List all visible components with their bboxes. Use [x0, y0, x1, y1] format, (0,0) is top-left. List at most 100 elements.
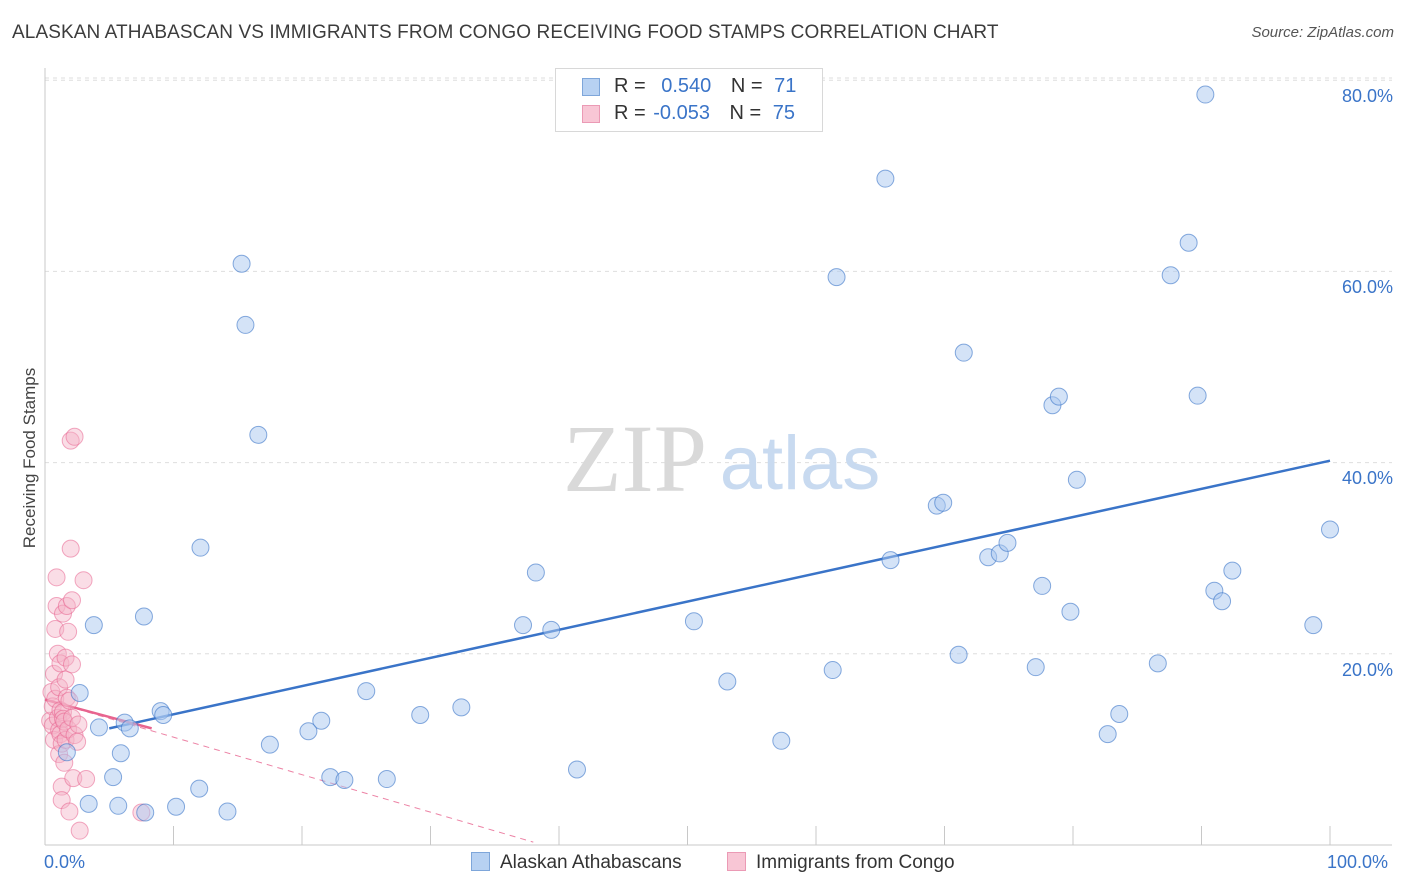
- athabascan-point: [191, 538, 210, 557]
- athabascan-point: [84, 616, 103, 635]
- congo-point: [65, 427, 84, 446]
- athabascan-point: [190, 779, 209, 798]
- y-tick-label-20: 20.0%: [1341, 660, 1393, 680]
- y-tick-label-60: 60.0%: [1341, 277, 1393, 297]
- athabascan-point: [236, 315, 255, 334]
- athabascan-point: [1321, 520, 1339, 539]
- athabascan-point: [232, 254, 251, 273]
- athabascan-point: [1188, 386, 1207, 405]
- congo-point: [47, 568, 66, 587]
- congo-point: [74, 571, 93, 590]
- athabascan-point: [1148, 654, 1167, 673]
- athabascan-point: [260, 735, 279, 754]
- athabascan-point: [104, 768, 123, 787]
- athabascan-point: [299, 722, 318, 741]
- athabascan-point: [357, 682, 376, 701]
- athabascan-point: [1213, 592, 1232, 611]
- congo-point: [77, 770, 96, 789]
- congo-point: [50, 678, 69, 697]
- athabascan-point: [249, 425, 268, 444]
- athabascan-point: [542, 620, 561, 639]
- athabascan-point: [1049, 387, 1068, 406]
- watermark: ZIP atlas: [563, 405, 880, 512]
- congo-point: [62, 591, 81, 610]
- athabascan-point: [1161, 266, 1180, 285]
- athabascan-point: [1026, 658, 1045, 677]
- y-tick-label-40: 40.0%: [1341, 468, 1393, 488]
- legend-n-label-1: N =: [730, 75, 763, 97]
- legend-r-value-1: 0.540: [661, 75, 712, 97]
- athabascan-point: [998, 533, 1017, 552]
- congo-point: [61, 539, 80, 558]
- athabascan-point: [79, 794, 98, 813]
- athabascan-point: [1223, 561, 1242, 580]
- athabascan-point: [335, 770, 354, 789]
- legend-n-value-1: 71: [774, 75, 797, 97]
- athabascan-point: [167, 797, 186, 816]
- congo-point: [53, 703, 72, 722]
- congo-trend-extension: [44, 699, 534, 843]
- athabascan-point: [876, 169, 895, 188]
- congo-point: [64, 769, 83, 788]
- athabascan-point: [111, 744, 130, 763]
- bottom-legend-athabascan: Alaskan Athabascans: [471, 852, 682, 874]
- congo-point: [62, 708, 81, 727]
- athabascan-point: [452, 698, 471, 717]
- trend-lines: [44, 459, 1331, 843]
- bottom-legend-congo: Immigrants from Congo: [727, 852, 955, 874]
- athabascan-point: [772, 731, 791, 750]
- congo-point: [57, 597, 76, 615]
- grid-lines: [45, 77, 1392, 655]
- athabascan-point: [514, 616, 533, 635]
- watermark-zip: ZIP: [563, 405, 707, 512]
- athabascan-point: [218, 802, 237, 821]
- congo-point: [60, 802, 79, 821]
- athabascan-point: [109, 796, 128, 815]
- congo-point: [56, 648, 75, 667]
- legend-n-value-2: 75: [772, 102, 796, 124]
- correlation-legend: R = 0.540 N = 71 R = -0.053 N = 75: [555, 68, 823, 132]
- athabascan-point: [154, 705, 173, 724]
- bottom-legend-label-1: Alaskan Athabascans: [500, 852, 682, 873]
- athabascan-point: [954, 343, 973, 362]
- congo-point: [56, 670, 75, 689]
- athabascan-point: [934, 493, 953, 512]
- athabascan-point: [823, 661, 842, 680]
- legend-r-value-2: -0.053: [653, 102, 710, 124]
- watermark-atlas: atlas: [720, 421, 881, 506]
- bottom-legend-label-2: Immigrants from Congo: [756, 852, 955, 873]
- athabascan-point: [120, 719, 139, 738]
- athabascan-point: [1033, 576, 1052, 595]
- athabascan-point: [684, 612, 703, 631]
- x-tick-label-100: 100.0%: [1327, 852, 1389, 872]
- athabascan-point: [70, 683, 89, 702]
- athabascan-point: [718, 672, 737, 691]
- athabascan-point: [1110, 705, 1129, 724]
- athabascan-point: [1304, 616, 1323, 635]
- athabascan-point: [1196, 85, 1215, 104]
- legend-n-label-2: N =: [729, 102, 762, 124]
- athabascan-point: [136, 803, 155, 822]
- athabascan-point: [881, 551, 900, 570]
- athabascan-point: [526, 563, 545, 582]
- congo-point: [59, 622, 78, 641]
- chart-title: ALASKAN ATHABASCAN VS IMMIGRANTS FROM CO…: [12, 22, 999, 43]
- athabascan-trend-line: [108, 459, 1331, 730]
- athabascan-point: [1067, 470, 1086, 489]
- athabascan-point: [949, 645, 968, 664]
- x-tick-label-0: 0.0%: [44, 852, 86, 872]
- legend-swatch-pink: [582, 105, 600, 123]
- athabascan-point: [89, 718, 108, 737]
- athabascan-point: [1061, 602, 1080, 621]
- legend-r-label-1: R =: [614, 75, 646, 97]
- athabascan-point: [377, 770, 396, 789]
- athabascan-point: [567, 760, 586, 779]
- athabascan-point: [57, 743, 76, 762]
- legend-r-label-2: R =: [614, 102, 646, 124]
- congo-point: [70, 821, 89, 840]
- athabascan-point: [1179, 233, 1198, 252]
- athabascan-point: [134, 607, 153, 626]
- athabascan-point: [827, 268, 846, 287]
- athabascan-point: [1098, 725, 1117, 744]
